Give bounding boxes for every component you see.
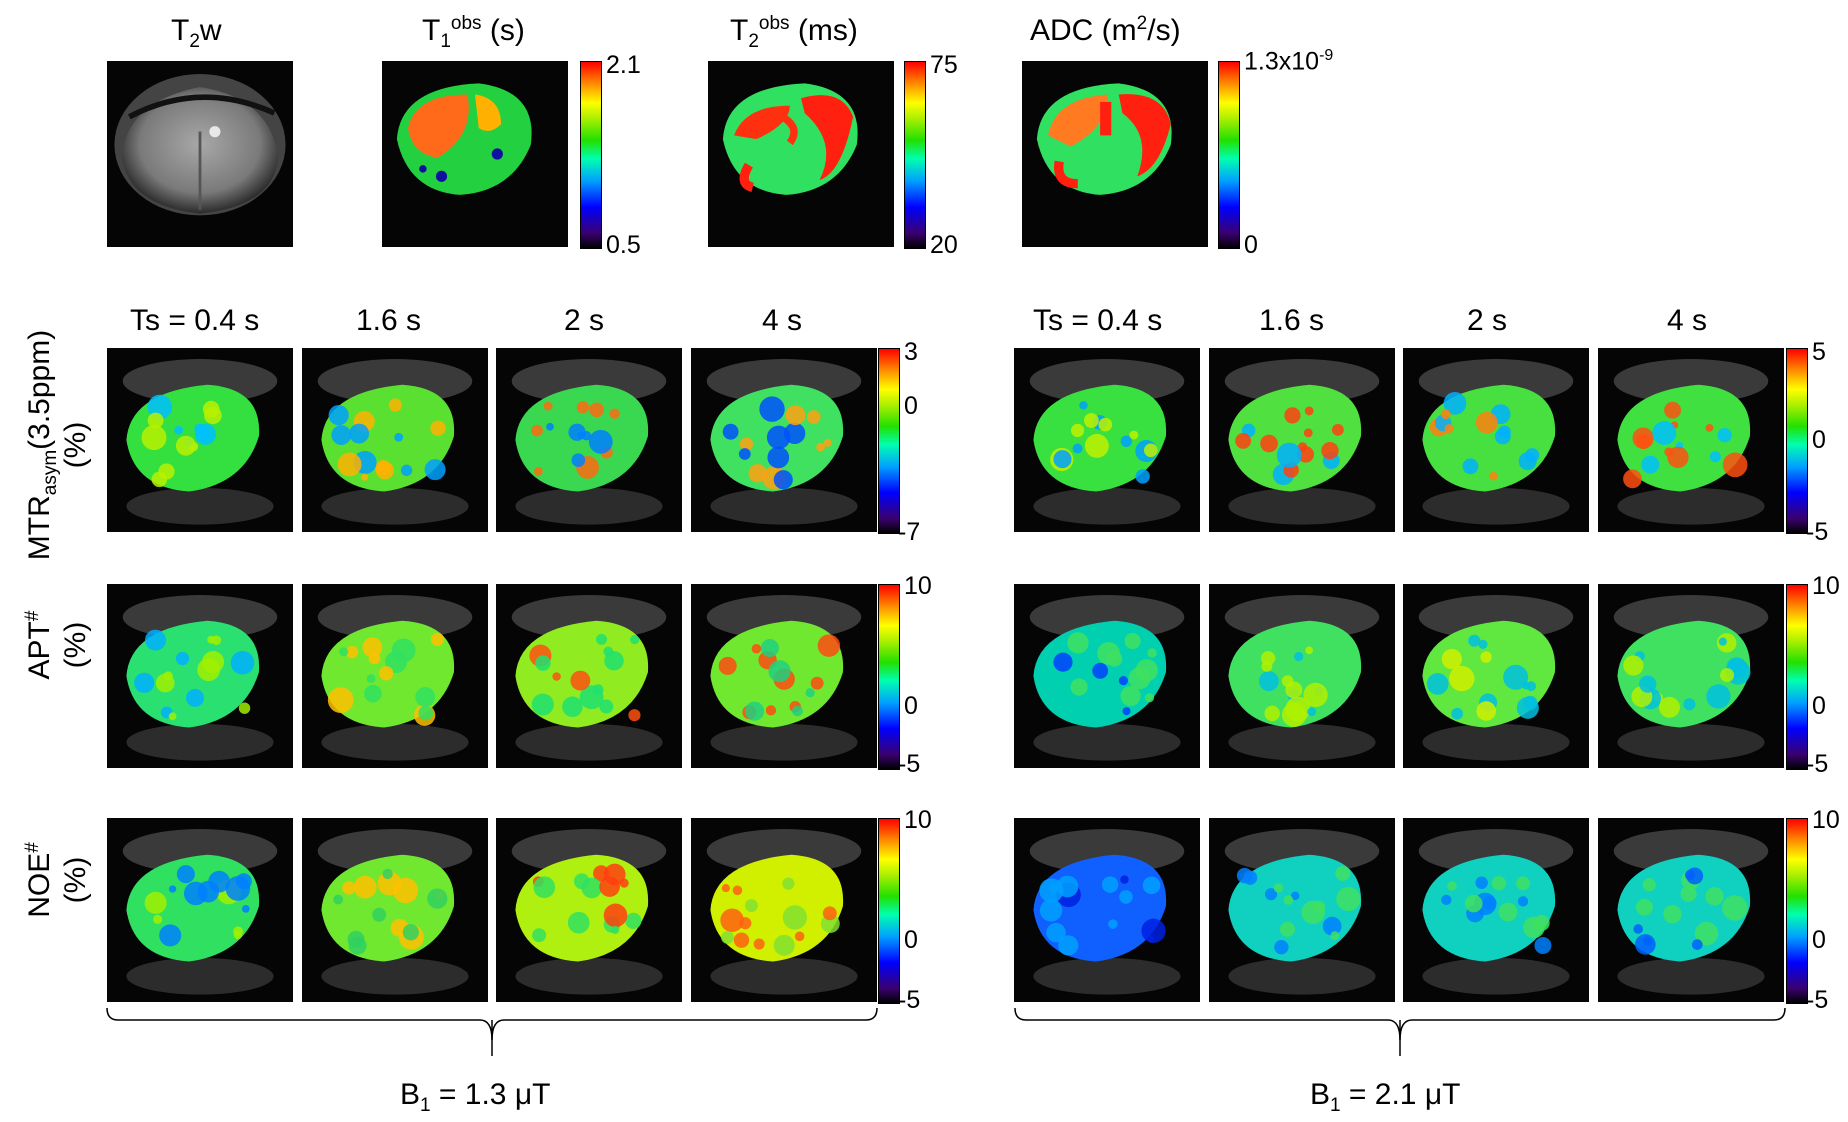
mtr-map-b1-1.3-ts-4 [691, 348, 877, 532]
noe-right-tick-min: -5 [1806, 986, 1829, 1014]
t2-map [708, 61, 894, 247]
t2w-title: T2w [171, 14, 222, 52]
apt-right-tick-zero: 0 [1812, 692, 1826, 720]
apt-map-b1-2.1-ts-2 [1209, 584, 1395, 768]
mtr-map-b1-2.1-ts-1 [1014, 348, 1200, 532]
mtr-map-b1-1.3-ts-1 [107, 348, 293, 532]
mtr-left-tick-min: -7 [898, 518, 921, 546]
noe-left-tick-min: -5 [898, 986, 921, 1014]
mtr-left-tick-zero: 0 [904, 392, 918, 420]
mtr-right-tick-max: 5 [1812, 338, 1826, 366]
right-brace [1014, 1007, 1786, 1056]
apt-map-b1-1.3-ts-2 [302, 584, 488, 768]
apt-map-b1-2.1-ts-4 [1598, 584, 1784, 768]
adc-colorbar-max: 1.3x10-9 [1244, 47, 1334, 76]
ts-label-right-4: 4 s [1667, 304, 1708, 337]
noe-map-b1-2.1-ts-4 [1598, 818, 1784, 1002]
mtr-map-b1-2.1-ts-4 [1598, 348, 1784, 532]
left-brace [106, 1007, 878, 1056]
noe-row-label: NOE# (%) [22, 842, 92, 918]
noe-right-tick-zero: 0 [1812, 926, 1826, 954]
ts-label-left-4: 4 s [762, 304, 803, 337]
apt-left-tick-zero: 0 [904, 692, 918, 720]
apt-left-tick-max: 10 [904, 572, 932, 600]
apt-right-tick-min: -5 [1806, 750, 1829, 778]
adc-colorbar [1218, 61, 1240, 249]
apt-right-colorbar [1786, 584, 1808, 770]
noe-left-tick-zero: 0 [904, 926, 918, 954]
ts-label-left-1: Ts = 0.4 s [130, 304, 260, 337]
noe-right-colorbar [1786, 818, 1808, 1004]
mtr-map-b1-1.3-ts-2 [302, 348, 488, 532]
t2w-image [107, 61, 293, 247]
apt-map-b1-1.3-ts-3 [496, 584, 682, 768]
mtr-map-b1-1.3-ts-3 [496, 348, 682, 532]
b1-right-label: B1 = 2.1 μT [1310, 1078, 1461, 1116]
t2-colorbar [904, 61, 926, 249]
t2-title: T2obs (ms) [730, 13, 858, 52]
noe-left-colorbar [878, 818, 900, 1004]
ts-label-right-1: Ts = 0.4 s [1033, 304, 1163, 337]
noe-map-b1-1.3-ts-1 [107, 818, 293, 1002]
apt-right-tick-max: 10 [1812, 572, 1840, 600]
noe-left-tick-max: 10 [904, 806, 932, 834]
mtr-left-tick-max: 3 [904, 338, 918, 366]
t2-colorbar-max: 75 [930, 51, 958, 79]
apt-map-b1-1.3-ts-4 [691, 584, 877, 768]
apt-left-tick-min: -5 [898, 750, 921, 778]
ts-label-left-3: 2 s [564, 304, 605, 337]
noe-map-b1-1.3-ts-4 [691, 818, 877, 1002]
noe-map-b1-1.3-ts-2 [302, 818, 488, 1002]
t1-colorbar-max: 2.1 [606, 51, 641, 79]
apt-map-b1-1.3-ts-1 [107, 584, 293, 768]
noe-map-b1-2.1-ts-3 [1403, 818, 1589, 1002]
noe-map-b1-2.1-ts-1 [1014, 818, 1200, 1002]
adc-title: ADC (m2/s) [1030, 13, 1181, 47]
apt-map-b1-2.1-ts-1 [1014, 584, 1200, 768]
noe-map-b1-2.1-ts-2 [1209, 818, 1395, 1002]
ts-label-right-2: 1.6 s [1259, 304, 1325, 337]
mtr-map-b1-2.1-ts-3 [1403, 348, 1589, 532]
mtr-map-b1-2.1-ts-2 [1209, 348, 1395, 532]
t1-colorbar [580, 61, 602, 249]
mtr-row-label: MTRasym(3.5ppm) (%) [23, 329, 92, 561]
t1-title: T1obs (s) [422, 13, 525, 52]
apt-row-label: APT# (%) [22, 610, 92, 680]
b1-left-label: B1 = 1.3 μT [400, 1078, 551, 1116]
t1-colorbar-min: 0.5 [606, 231, 641, 259]
noe-right-tick-max: 10 [1812, 806, 1840, 834]
mtr-right-colorbar [1786, 348, 1808, 534]
mtr-left-colorbar [878, 348, 900, 534]
t2-colorbar-min: 20 [930, 231, 958, 259]
apt-left-colorbar [878, 584, 900, 770]
apt-map-b1-2.1-ts-3 [1403, 584, 1589, 768]
adc-colorbar-min: 0 [1244, 231, 1258, 259]
mtr-right-tick-zero: 0 [1812, 426, 1826, 454]
ts-label-left-2: 1.6 s [356, 304, 422, 337]
ts-label-right-3: 2 s [1467, 304, 1508, 337]
t1-map [382, 61, 568, 247]
mtr-right-tick-min: -5 [1806, 518, 1829, 546]
noe-map-b1-1.3-ts-3 [496, 818, 682, 1002]
adc-map [1022, 61, 1208, 247]
